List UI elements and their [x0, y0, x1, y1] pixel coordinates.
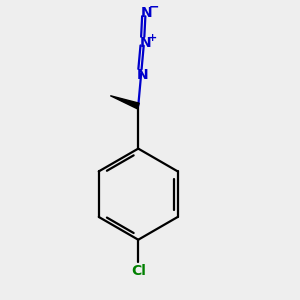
Text: N: N [141, 6, 153, 20]
Text: N: N [140, 36, 152, 50]
Text: Cl: Cl [131, 264, 146, 278]
Text: +: + [148, 33, 158, 43]
Text: N: N [137, 68, 148, 82]
Text: −: − [148, 0, 159, 13]
Polygon shape [110, 96, 139, 109]
